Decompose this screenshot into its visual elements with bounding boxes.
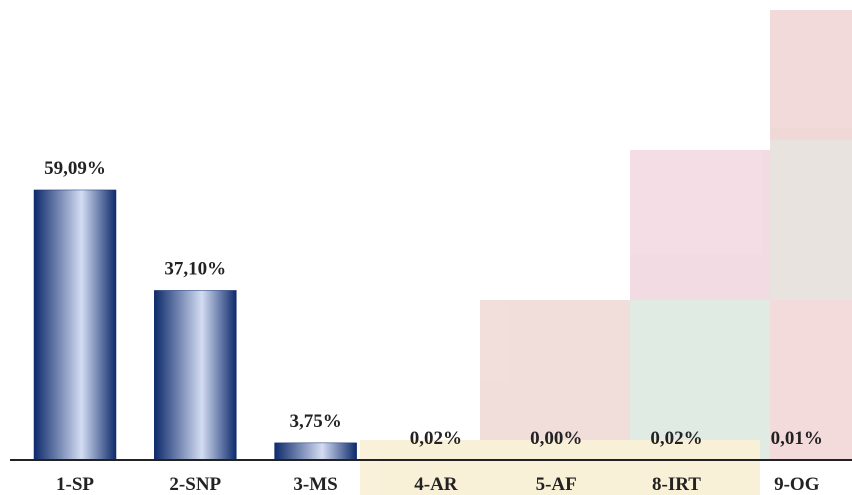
x-tick-label: 8-IRT (652, 474, 701, 495)
value-label: 0,02% (650, 428, 702, 449)
value-label: 0,01% (771, 428, 823, 449)
bar (274, 442, 357, 461)
x-tick-label: 9-OG (774, 474, 820, 495)
bar (33, 189, 117, 461)
background-pattern (360, 10, 852, 495)
bar (154, 290, 237, 461)
value-label: 59,09% (44, 158, 106, 179)
x-tick-label: 5-AF (536, 474, 577, 495)
x-tick-label: 3-MS (293, 474, 337, 495)
value-label: 0,00% (530, 428, 582, 449)
x-tick-label: 1-SP (56, 474, 94, 495)
value-label: 37,10% (164, 258, 226, 279)
x-tick-label: 4-AR (414, 474, 458, 495)
x-tick-label: 2-SNP (169, 474, 221, 495)
value-label: 0,02% (410, 428, 462, 449)
value-label: 3,75% (289, 411, 341, 432)
plot-area: 59,09% 1-SP 37,10% 2-SNP 3,75% 3-MS 0,02% 4-AR 0… (33, 158, 839, 495)
